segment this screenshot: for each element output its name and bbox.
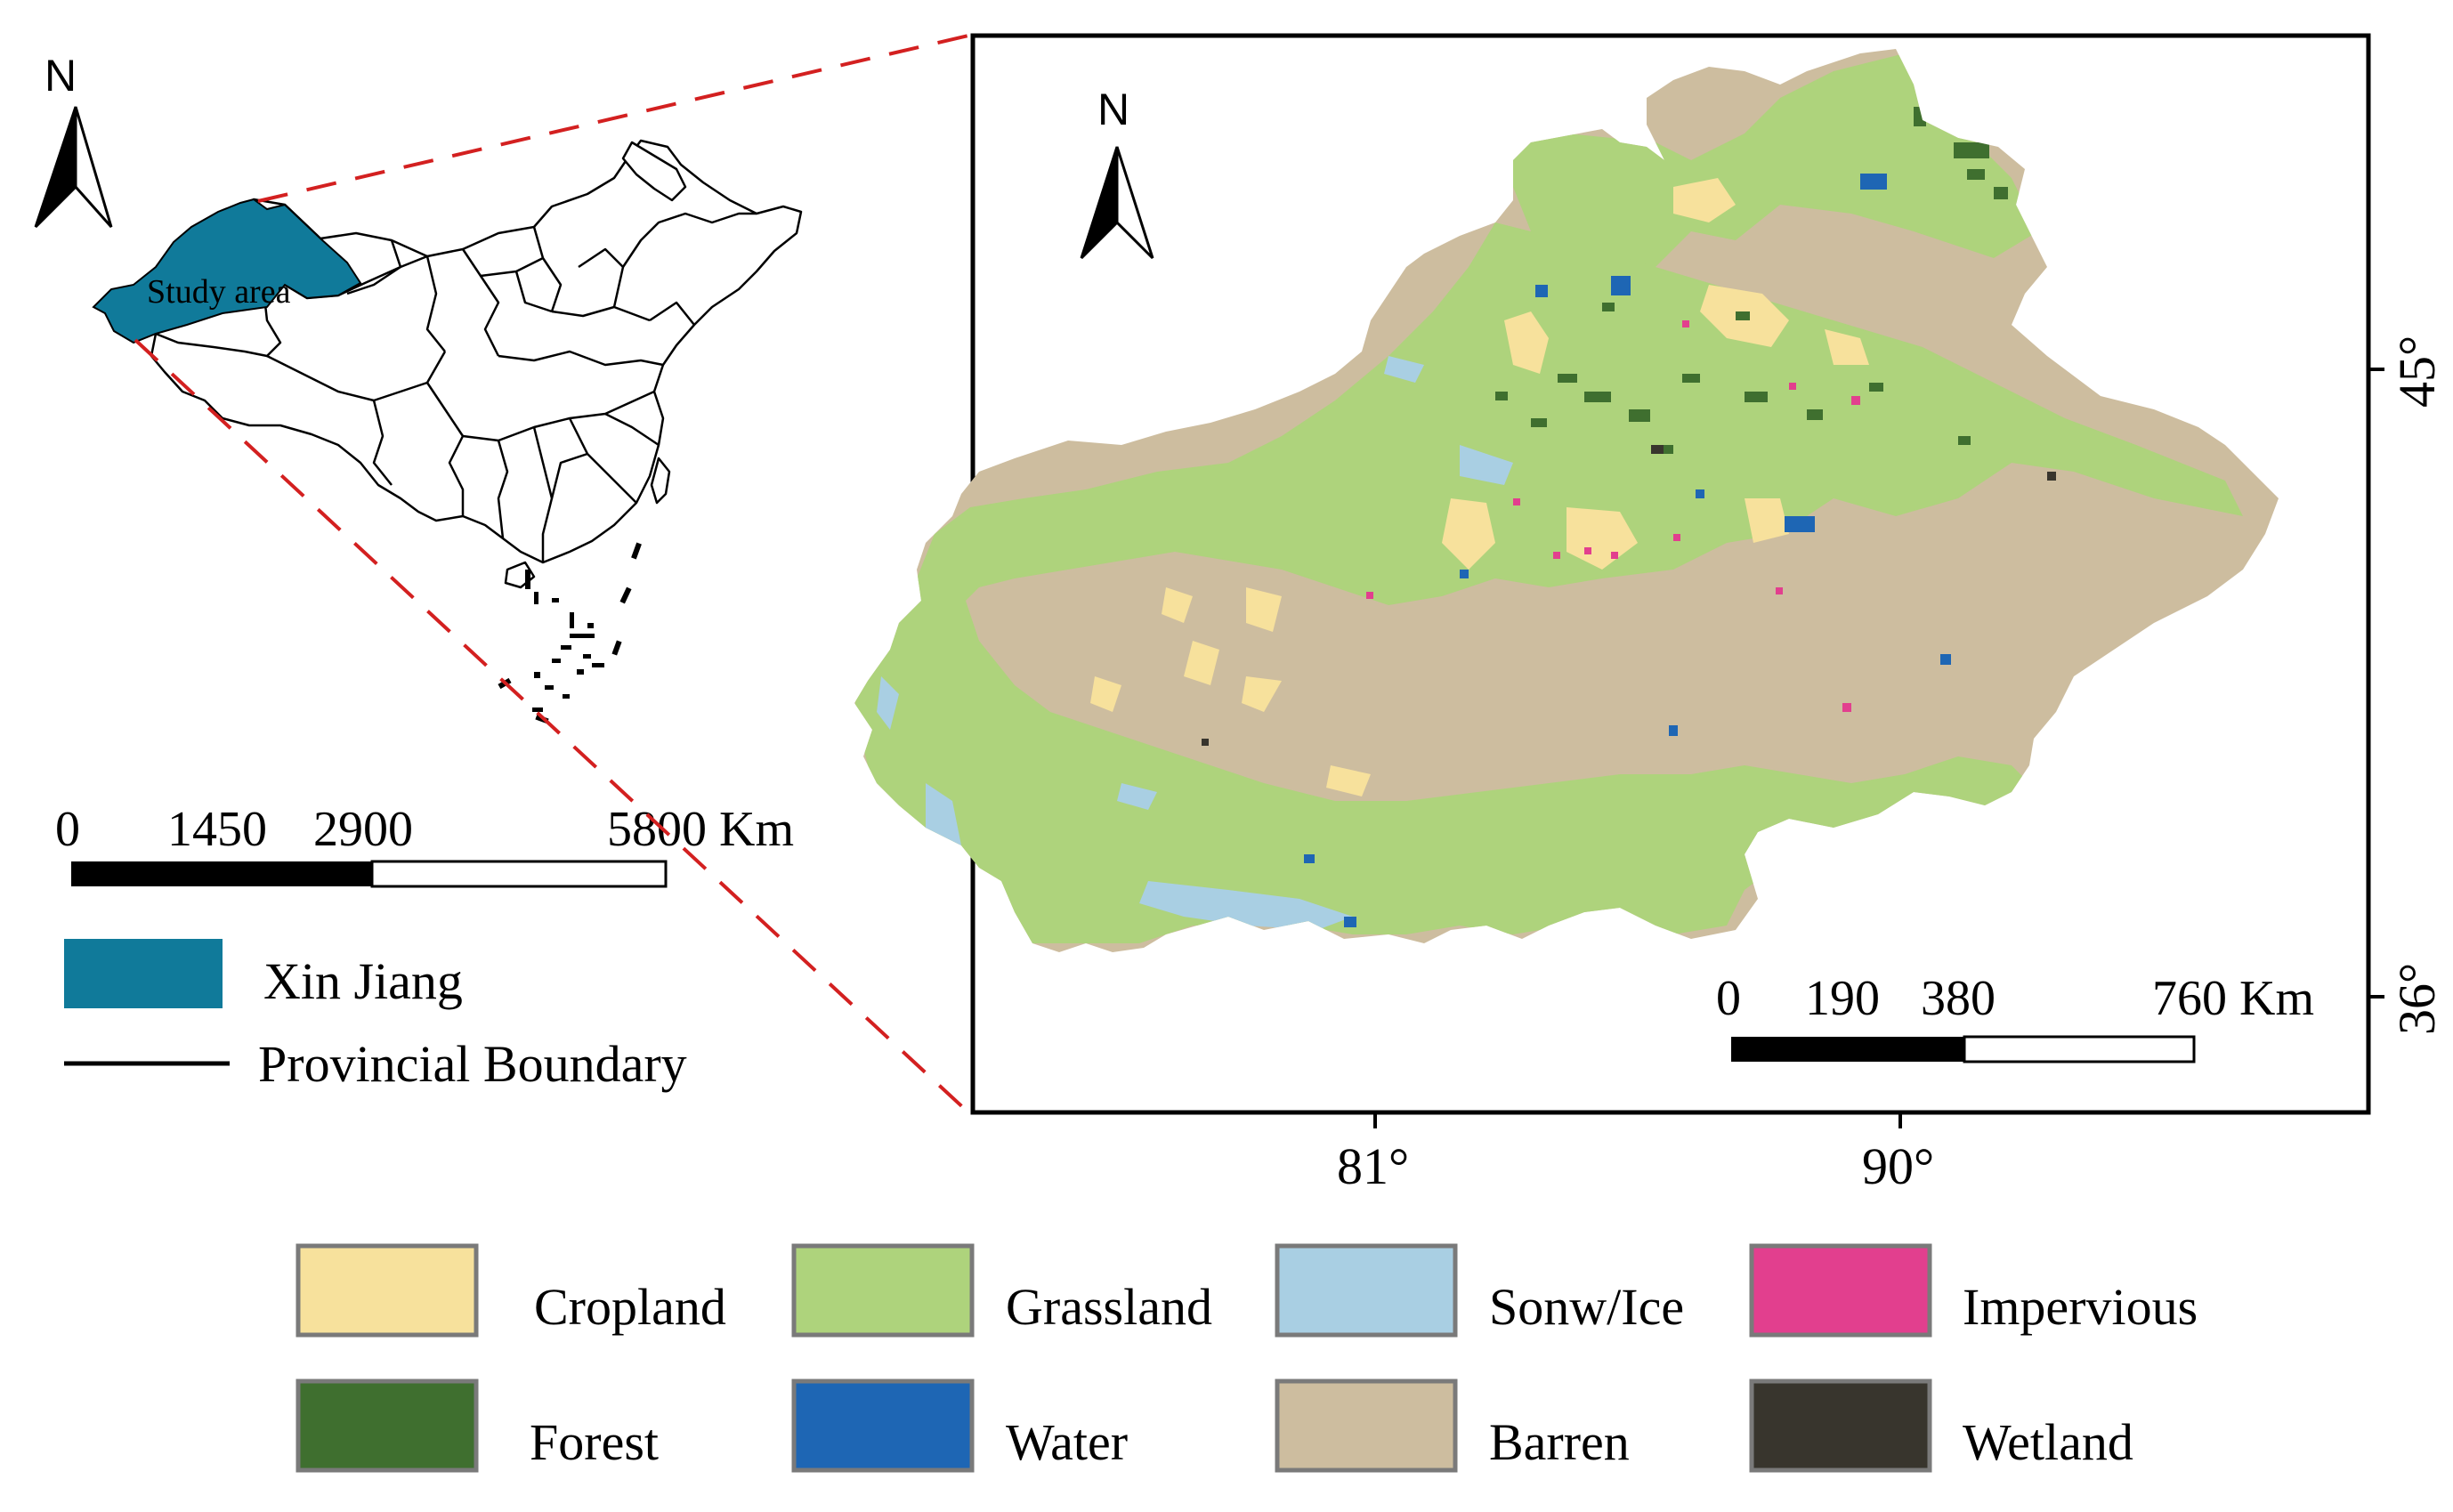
- inset-scale-label-2: 2900: [313, 802, 413, 857]
- inset-legend: Xin Jiang Provincial Boundary: [64, 939, 687, 1093]
- legend-label-water: Water: [1006, 1413, 1128, 1471]
- legend-label-xinjiang: Xin Jiang: [263, 952, 463, 1010]
- legend-label-barren: Barren: [1489, 1413, 1630, 1471]
- main-scale-label-3: 760 Km: [2152, 971, 2314, 1026]
- land-cover-legend: Cropland Grassland Sonw/Ice Impervious F…: [295, 1243, 2198, 1473]
- legend-label-provincial-boundary: Provincial Boundary: [258, 1035, 687, 1093]
- main-map: N 0 190 380 760 Km 81° 90° 45° 36°: [854, 33, 2446, 1195]
- legend-swatch-barren: [1275, 1379, 1458, 1473]
- x-tick-81: 81°: [1337, 1137, 1409, 1195]
- legend-label-wetland: Wetland: [1963, 1413, 2133, 1471]
- main-north-label: N: [1097, 85, 1129, 134]
- legend-swatch-grassland: [791, 1243, 975, 1338]
- y-tick-45: 45°: [2388, 336, 2446, 408]
- main-scale-bar: 0 190 380 760 Km: [1716, 971, 2314, 1063]
- legend-swatch-wetland: [1749, 1379, 1932, 1473]
- x-tick-90: 90°: [1862, 1137, 1934, 1195]
- south-china-sea-islands: [498, 542, 642, 724]
- inset-north-label: N: [45, 51, 77, 101]
- legend-label-cropland: Cropland: [534, 1278, 726, 1336]
- inset-scale-label-3: 5800 Km: [607, 802, 794, 857]
- map-graticule-ticks: [1373, 368, 2384, 1128]
- legend-label-impervious: Impervious: [1963, 1278, 2198, 1336]
- y-tick-36: 36°: [2388, 963, 2446, 1035]
- callout-lines: [134, 34, 970, 1114]
- legend-label-snow-ice: Sonw/Ice: [1489, 1278, 1684, 1336]
- study-area-label: Study area: [147, 273, 291, 311]
- legend-swatch-water: [791, 1379, 975, 1473]
- inset-scale-label-0: 0: [55, 802, 80, 857]
- inset-scale-label-1: 1450: [167, 802, 267, 857]
- study-area-xinjiang: [92, 198, 362, 344]
- main-north-arrow: N: [1080, 85, 1154, 260]
- main-scale-label-0: 0: [1716, 971, 1741, 1026]
- legend-swatch-xinjiang: [64, 939, 223, 1008]
- legend-swatch-cropland: [295, 1243, 479, 1338]
- inset-map: N: [34, 51, 803, 1093]
- main-scale-label-1: 190: [1805, 971, 1880, 1026]
- china-outline: [150, 139, 803, 589]
- legend-swatch-impervious: [1749, 1243, 1932, 1338]
- legend-label-forest: Forest: [530, 1413, 659, 1471]
- inset-north-arrow: N: [34, 51, 113, 229]
- legend-swatch-snow-ice: [1275, 1243, 1458, 1338]
- legend-label-grassland: Grassland: [1006, 1278, 1212, 1336]
- inset-scale-bar: 0 1450 2900 5800 Km: [55, 802, 794, 888]
- main-scale-label-2: 380: [1921, 971, 1996, 1026]
- legend-swatch-forest: [295, 1379, 479, 1473]
